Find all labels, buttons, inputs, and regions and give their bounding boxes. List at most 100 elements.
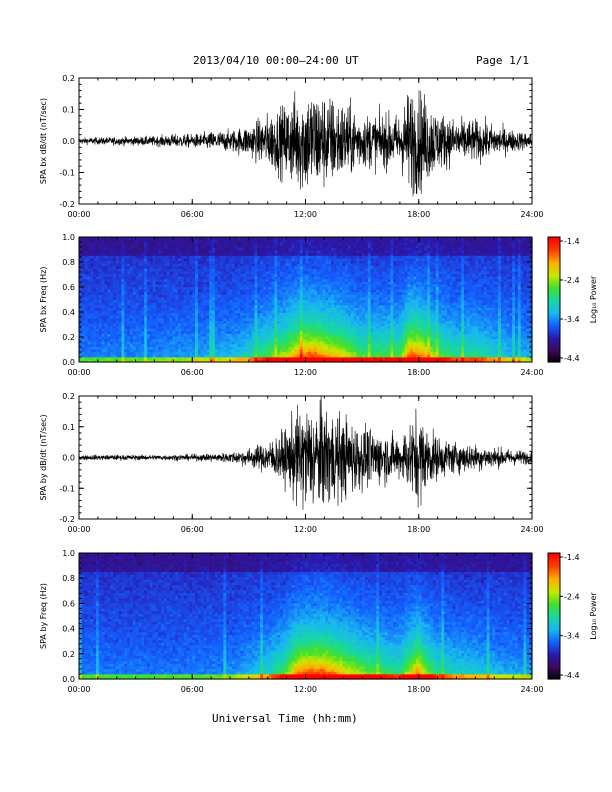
heatmap-cell — [152, 348, 157, 353]
heatmap-cell — [237, 307, 241, 311]
heatmap-cell — [183, 330, 188, 334]
heatmap-cell — [186, 307, 191, 311]
heatmap-cell — [217, 356, 222, 360]
heatmap-cell — [229, 242, 233, 246]
heatmap-cell — [93, 273, 97, 277]
heatmap-cell — [243, 328, 247, 332]
heatmap-cell — [248, 348, 253, 353]
heatmap-cell — [172, 341, 176, 345]
heatmap-cell — [226, 356, 230, 360]
heatmap-cell — [95, 348, 100, 353]
heatmap-cell — [186, 328, 191, 332]
heatmap-cell — [118, 338, 123, 342]
heatmap-cell — [115, 322, 120, 327]
heatmap-cell — [248, 307, 253, 311]
heatmap-cell — [141, 307, 145, 311]
heatmap-cell — [240, 283, 244, 288]
heatmap-cell — [90, 270, 94, 275]
heatmap-cell — [251, 317, 256, 321]
heatmap-cell — [118, 359, 123, 363]
heatmap-cell — [226, 265, 230, 269]
heatmap-cell — [203, 359, 207, 363]
heatmap-cell — [141, 242, 145, 246]
heatmap-cell — [101, 309, 106, 314]
heatmap-cell — [135, 257, 140, 262]
heatmap-cell — [104, 255, 108, 259]
heatmap-cell — [132, 335, 137, 340]
heatmap-cell — [248, 309, 253, 314]
heatmap-cell — [178, 333, 182, 337]
heatmap-cell — [104, 281, 108, 285]
heatmap-cell — [127, 296, 131, 301]
heatmap-cell — [209, 346, 213, 350]
heatmap-cell — [251, 265, 256, 269]
heatmap-cell — [161, 322, 165, 327]
heatmap-cell — [243, 341, 247, 345]
heatmap-cell — [132, 247, 137, 251]
heatmap-cell — [206, 330, 210, 334]
heatmap-cell — [231, 325, 236, 329]
heatmap-cell — [206, 252, 210, 256]
heatmap-cell — [209, 312, 213, 316]
heatmap-cell — [149, 296, 154, 301]
heatmap-cell — [158, 356, 162, 360]
heatmap-cell — [121, 257, 125, 262]
heatmap-cell — [84, 348, 89, 353]
heatmap-cell — [163, 237, 168, 241]
heatmap-cell — [79, 354, 83, 358]
heatmap-cell — [107, 247, 111, 251]
heatmap-cell — [251, 302, 256, 306]
heatmap-cell — [220, 260, 224, 264]
heatmap-cell — [197, 263, 202, 267]
heatmap-cell — [107, 244, 111, 249]
heatmap-cell — [152, 239, 157, 243]
heatmap-cell — [169, 309, 174, 314]
heatmap-cell — [243, 255, 247, 259]
heatmap-cell — [112, 265, 117, 269]
heatmap-cell — [163, 302, 168, 306]
heatmap-cell — [87, 270, 91, 275]
heatmap-cell — [101, 239, 106, 243]
heatmap-cell — [98, 328, 103, 332]
heatmap-cell — [189, 283, 193, 288]
heatmap-cell — [129, 237, 134, 241]
heatmap-cell — [135, 320, 140, 324]
heatmap-cell — [112, 307, 117, 311]
heatmap-cell — [121, 356, 125, 360]
heatmap-cell — [186, 317, 191, 321]
heatmap-cell — [98, 343, 103, 347]
heatmap-cell — [161, 252, 165, 256]
heatmap-cell — [237, 276, 241, 280]
heatmap-cell — [90, 315, 94, 319]
heatmap-cell — [158, 276, 162, 280]
heatmap-cell — [84, 356, 89, 360]
heatmap-cell — [107, 250, 111, 254]
heatmap-cell — [110, 320, 114, 324]
heatmap-cell — [169, 315, 174, 319]
heatmap-cell — [195, 260, 199, 264]
heatmap-cell — [203, 273, 207, 277]
heatmap-cell — [121, 299, 125, 303]
heatmap-cell — [104, 359, 108, 363]
heatmap-cell — [243, 289, 247, 293]
heatmap-cell — [152, 309, 157, 314]
heatmap-cell — [248, 265, 253, 269]
heatmap-cell — [186, 320, 191, 324]
heatmap-cell — [132, 328, 137, 332]
heatmap-cell — [110, 270, 114, 275]
heatmap-cell — [166, 304, 171, 308]
heatmap-cell — [146, 291, 151, 295]
heatmap-cell — [110, 330, 114, 334]
heatmap-cell — [206, 289, 210, 293]
heatmap-cell — [129, 270, 134, 275]
heatmap-cell — [90, 265, 94, 269]
heatmap-cell — [195, 255, 199, 259]
heatmap-cell — [240, 330, 244, 334]
heatmap-cell — [112, 276, 117, 280]
heatmap-cell — [166, 299, 171, 303]
heatmap-cell — [132, 278, 137, 282]
heatmap-cell — [169, 335, 174, 340]
heatmap-cell — [200, 260, 205, 264]
heatmap-cell — [163, 356, 168, 360]
heatmap-cell — [186, 289, 191, 293]
